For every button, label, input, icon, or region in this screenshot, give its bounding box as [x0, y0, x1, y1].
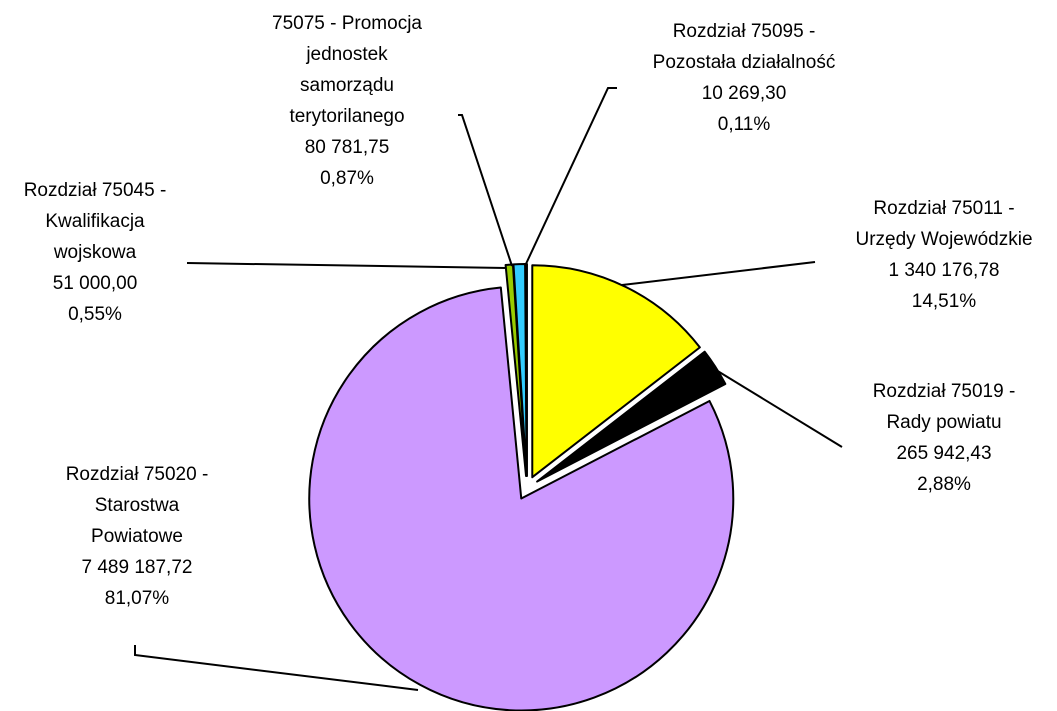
pie-slice — [308, 286, 735, 711]
value-label: 10 269,30 — [702, 83, 787, 104]
label-line: Kwalifikacja — [45, 211, 145, 232]
pie-slice — [531, 264, 701, 479]
percent-label: 81,07% — [105, 588, 170, 609]
slice-label: 75075 - Promocja jednostek samorządu teryto… — [272, 13, 422, 127]
percent-label: 14,51% — [912, 291, 977, 312]
leader-line — [715, 369, 843, 448]
value-label: 51 000,00 — [53, 273, 138, 294]
label-line: 75075 - Promocja — [272, 13, 422, 34]
slice-label: Rozdział 75020 - Starostwa Powiatowe — [66, 464, 209, 547]
label-line: samorządu — [300, 75, 394, 96]
slice-label: Rozdział 75045 - Kwalifikacja wojskowa — [24, 180, 167, 263]
label-line: Rozdział 75011 - — [873, 198, 1014, 219]
percent-label: 0,11% — [718, 114, 771, 135]
slice-label: Rozdział 75019 - Rady powiatu — [873, 381, 1016, 433]
value-label: 7 489 187,72 — [82, 557, 193, 578]
slice-label: Rozdział 75095 - Pozostała działalność — [653, 21, 836, 73]
slice-label: Rozdział 75011 - Urzędy Wojewódzkie — [855, 198, 1032, 250]
leader-line — [458, 114, 513, 267]
percent-label: 2,88% — [917, 474, 971, 495]
percent-label: 0,55% — [68, 304, 122, 325]
label-line: Starostwa — [95, 495, 180, 516]
label-line: Rozdział 75045 - — [24, 180, 167, 201]
label-line: Urzędy Wojewódzkie — [855, 229, 1032, 250]
label-line: wojskowa — [53, 242, 137, 263]
label-line: Rozdział 75095 - — [673, 21, 816, 42]
pie-slice — [536, 350, 727, 483]
label-line: Powiatowe — [91, 526, 183, 547]
leader-line — [524, 87, 617, 267]
label-line: Rady powiatu — [886, 412, 1001, 433]
value-label: 80 781,75 — [305, 137, 390, 158]
leader-line — [621, 261, 816, 286]
leader-line — [186, 262, 507, 269]
percent-label: 0,87% — [320, 168, 374, 189]
label-line: jednostek — [305, 44, 388, 65]
label-line: terytorilanego — [289, 106, 404, 127]
label-line: Rozdział 75020 - — [66, 464, 209, 485]
label-line: Pozostała działalność — [653, 52, 836, 73]
leader-line — [134, 645, 419, 691]
label-line: Rozdział 75019 - — [873, 381, 1016, 402]
value-label: 1 340 176,78 — [889, 260, 1000, 281]
value-label: 265 942,43 — [896, 443, 991, 464]
